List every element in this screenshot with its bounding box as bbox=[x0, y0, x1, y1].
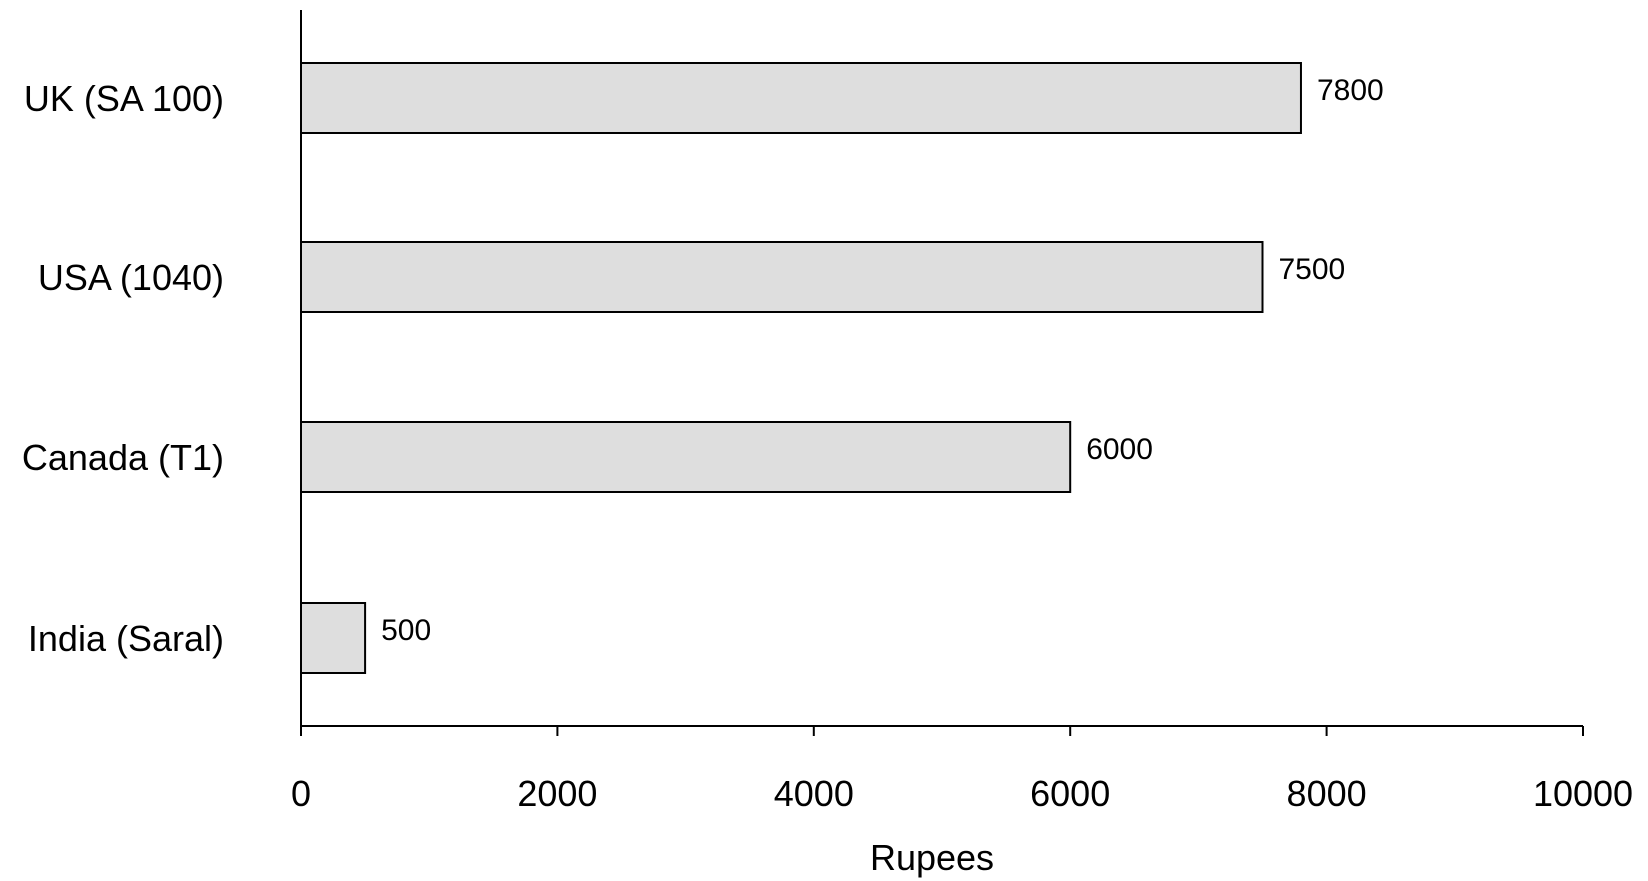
category-labels: UK (SA 100) USA (1040) Canada (T1) India (S… bbox=[22, 78, 224, 659]
bar bbox=[300, 241, 1264, 313]
data-label: 500 bbox=[381, 614, 431, 647]
x-axis-ticks: 0 2000 4000 6000 8000 10000 bbox=[291, 726, 1633, 814]
bar bbox=[300, 62, 1302, 134]
data-label: 7500 bbox=[1279, 253, 1346, 286]
x-tick-label: 0 bbox=[291, 773, 311, 814]
data-label: 7800 bbox=[1317, 74, 1384, 107]
x-tick-label: 6000 bbox=[1030, 773, 1110, 814]
x-axis-title: Rupees bbox=[870, 837, 994, 878]
bar bbox=[300, 602, 367, 674]
value-labels: 7800 7500 6000 500 bbox=[381, 74, 1384, 647]
category-label: USA (1040) bbox=[38, 257, 224, 298]
data-label: 6000 bbox=[1086, 433, 1153, 466]
x-tick-label: 10000 bbox=[1533, 773, 1633, 814]
category-label: UK (SA 100) bbox=[24, 78, 224, 119]
axes bbox=[300, 10, 1583, 727]
bars-layer bbox=[300, 62, 1302, 674]
x-tick-label: 8000 bbox=[1287, 773, 1367, 814]
x-tick-label: 4000 bbox=[774, 773, 854, 814]
category-label: Canada (T1) bbox=[22, 437, 224, 478]
x-tick-label: 2000 bbox=[517, 773, 597, 814]
category-label: India (Saral) bbox=[28, 618, 224, 659]
bar bbox=[300, 421, 1072, 493]
